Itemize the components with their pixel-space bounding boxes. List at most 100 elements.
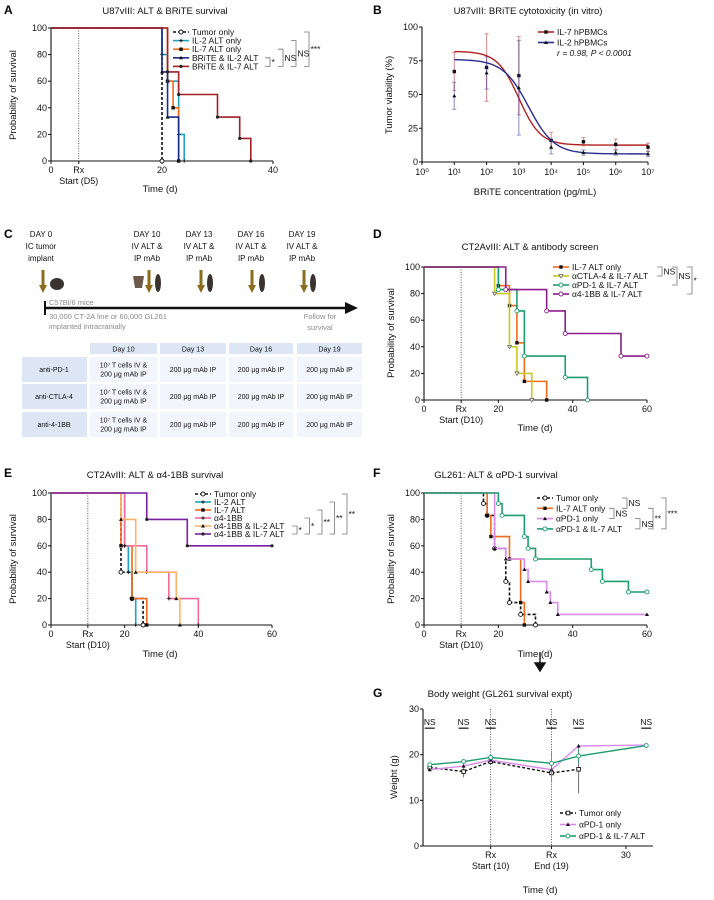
legend-item: α4-1BB & IL-2 ALT	[195, 521, 284, 531]
table-cell	[90, 384, 157, 409]
series-0	[51, 492, 146, 628]
y-tick-label: 0	[42, 156, 47, 166]
panel-e: CT2AvIII: ALT & α4-1BB survival 0 20 40 60 80…	[8, 470, 356, 660]
legend-item: Tumor only	[537, 493, 599, 503]
y-tick-label: 20	[409, 750, 419, 760]
legend-item: α4-1BB & IL-7 ALT	[195, 529, 284, 539]
x-axis-label: Time (d)	[517, 649, 552, 660]
significance-label: *	[272, 57, 276, 67]
panel-label-b: B	[373, 3, 382, 17]
legend-item: αCTLA-4 & IL-7 ALT	[553, 271, 648, 281]
y-tick-label: 80	[37, 50, 47, 60]
data-point	[176, 159, 181, 163]
data-point	[238, 136, 242, 140]
rx-sublabel: Start (D5)	[59, 176, 98, 186]
table-cell	[160, 357, 226, 382]
data-point	[159, 158, 165, 164]
table-cell-text: 200 μg mAb IP	[170, 367, 217, 374]
legend-marker	[543, 516, 547, 521]
panel-label-a: A	[4, 3, 13, 17]
significance-bracket: NS	[635, 518, 654, 530]
data-point	[576, 767, 581, 772]
y-tick-label: 40	[37, 103, 47, 113]
chart-title: Body weight (GL261 survival expt)	[428, 689, 573, 700]
legend-item: IL-2 hPBMCs	[538, 38, 608, 48]
dose-arrow-icon	[39, 285, 47, 293]
timeline-step-label: DAY 13	[186, 230, 213, 239]
survival-curve	[424, 492, 647, 616]
data-point	[646, 145, 650, 149]
data-point	[614, 142, 618, 147]
legend-label: αPD-1 & IL-7 ALT	[579, 831, 645, 841]
x-tick-label: 10⁵	[577, 167, 591, 177]
data-point	[196, 623, 201, 627]
legend-label: IL-2 ALT only	[192, 36, 242, 46]
y-tick-label: 0	[415, 395, 420, 405]
legend-label: Tumor only	[214, 489, 257, 499]
y-tick-label: 20	[410, 368, 420, 378]
timeline-step-label: IV ALT &	[184, 242, 215, 251]
significance-label: NS	[642, 519, 654, 529]
significance-label: NS	[298, 49, 310, 59]
dose-arrow-icon	[302, 270, 306, 287]
table-cell	[297, 384, 362, 409]
significance-label: *	[694, 276, 698, 286]
mouse-icon	[259, 274, 265, 292]
x-tick-label: 20	[493, 404, 503, 414]
legend-marker	[559, 265, 563, 269]
data-point	[485, 513, 489, 518]
survival-curve	[51, 27, 185, 161]
timeline-step-label: DAY 10	[134, 230, 161, 239]
y-axis-label: Probability of survival	[386, 288, 397, 378]
dose-arrow-icon	[199, 270, 203, 287]
brain-icon	[133, 276, 144, 288]
legend-marker	[558, 282, 564, 288]
data-point	[452, 93, 457, 98]
table-cell	[90, 357, 157, 382]
survival-curve	[51, 492, 144, 625]
data-point	[516, 85, 521, 90]
legend-item: αPD-1 & IL-7 ALT	[553, 280, 638, 290]
rx-label: Rx	[546, 850, 557, 860]
x-tick-label: 0	[48, 165, 53, 175]
table-row-header	[22, 384, 87, 409]
table-cell-text: 200 μg mAb IP	[238, 367, 285, 374]
legend-label: αCTLA-4 & IL-7 ALT	[572, 271, 648, 281]
legend-marker	[179, 47, 183, 51]
survival-curve	[51, 27, 163, 161]
y-tick-label: 60	[410, 315, 420, 325]
survival-curve	[424, 266, 533, 400]
data-point	[644, 353, 650, 359]
significance-label: ***	[311, 44, 322, 54]
data-point	[506, 344, 513, 350]
data-point	[499, 512, 505, 518]
significance-label: NS	[629, 498, 641, 508]
timeline-step-label: IV ALT &	[287, 242, 318, 251]
data-point	[249, 159, 253, 163]
data-point	[118, 517, 123, 521]
data-point	[118, 569, 124, 575]
data-point	[522, 567, 527, 572]
significance-bracket: *	[687, 266, 698, 295]
y-tick-label: 40	[37, 567, 47, 577]
table-header-cell	[90, 343, 157, 354]
series-2	[424, 266, 590, 403]
data-point	[177, 623, 182, 627]
y-tick-label: 100	[32, 23, 47, 33]
data-point	[133, 623, 138, 627]
data-point	[484, 70, 489, 75]
series-1	[452, 39, 650, 158]
legend-marker	[179, 38, 183, 43]
y-tick-label: 100	[405, 488, 420, 498]
panel-label-e: E	[4, 466, 12, 480]
survival-curve	[424, 266, 548, 400]
legend-marker	[201, 516, 205, 520]
survival-curve	[51, 492, 200, 625]
y-tick-label: 30	[409, 704, 419, 714]
survival-curve	[51, 27, 180, 161]
x-tick-label: 10⁰	[415, 167, 429, 177]
rx-sublabel: End (19)	[534, 861, 569, 871]
y-tick-label: 20	[410, 594, 420, 604]
timeline-step-label: DAY 16	[238, 230, 265, 239]
survival-curve	[424, 492, 647, 593]
